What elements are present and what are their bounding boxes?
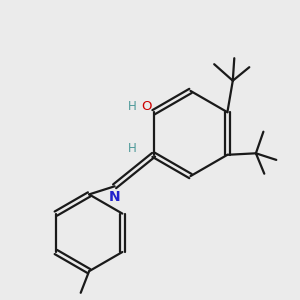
Text: N: N [109,190,120,204]
Text: H: H [128,100,136,113]
Text: H: H [128,142,136,155]
Text: O: O [141,100,152,113]
